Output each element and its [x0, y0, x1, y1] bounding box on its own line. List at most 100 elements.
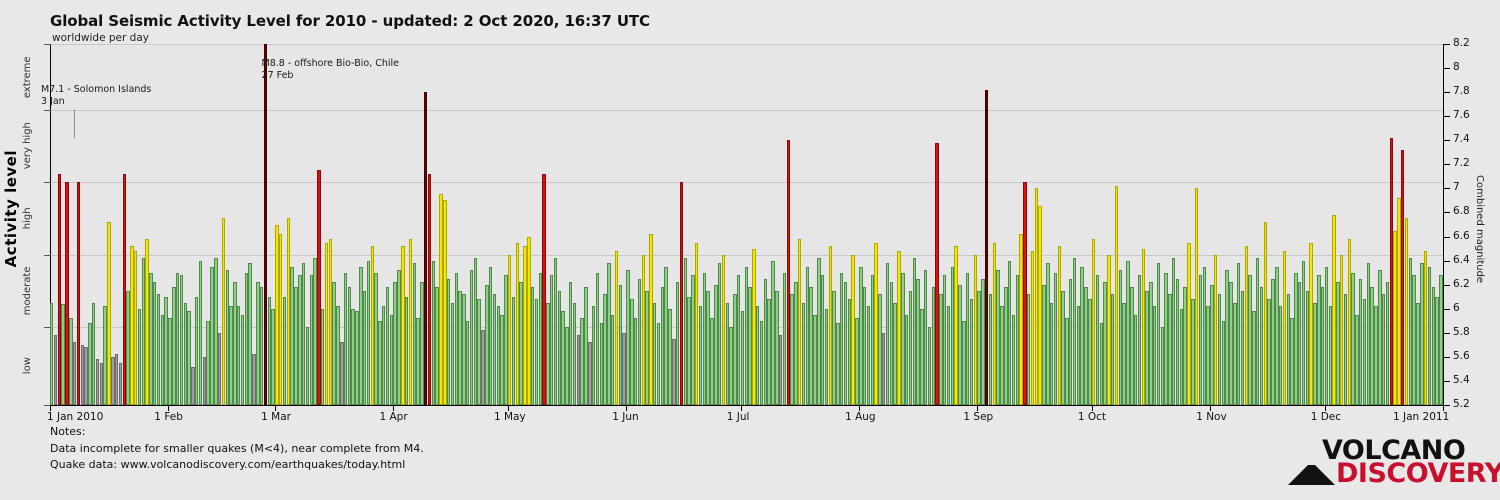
bar-day-289: [1149, 282, 1153, 405]
bar-day-324: [1282, 250, 1287, 405]
bar-day-110: [465, 320, 470, 405]
annotation-1: M7.1 - Solomon Islands 3 Jan: [41, 84, 151, 108]
bar-day-249: [996, 270, 1000, 405]
bar-day-48: [229, 306, 233, 405]
bar-day-136: [565, 326, 569, 405]
y-axis-left-title: Activity level: [2, 150, 20, 268]
bar-day-224: [901, 272, 905, 405]
bar-day-32: [168, 318, 172, 405]
bar-day-86: [374, 272, 378, 405]
bar-day-44: [214, 258, 218, 405]
bar-day-326: [1290, 318, 1294, 405]
bar-day-124: [519, 282, 523, 405]
bar-day-26: [145, 238, 149, 405]
bar-day-23: [133, 250, 138, 405]
y-axis-right-tick: [1443, 44, 1450, 45]
bar-day-59: [271, 308, 275, 405]
y-axis-right-label: 6: [1453, 301, 1460, 314]
bar-day-361: [1423, 250, 1428, 405]
bar-day-270: [1076, 306, 1081, 405]
bar-day-229: [920, 308, 924, 405]
bar-day-106: [450, 302, 455, 405]
bar-day-37: [187, 311, 191, 405]
gridline: [50, 110, 1443, 111]
bar-day-33: [172, 287, 176, 405]
bar-day-27: [149, 272, 153, 405]
bar-day-180: [733, 294, 737, 405]
bar-day-118: [496, 306, 500, 405]
y-axis-right-tick: [1443, 237, 1450, 238]
bar-day-87: [378, 320, 382, 405]
bar-day-279: [1110, 294, 1115, 405]
bar-day-262: [1046, 263, 1050, 405]
bar-day-293: [1164, 272, 1168, 405]
bar-day-112: [473, 258, 478, 405]
bar-day-13: [95, 359, 100, 405]
y-axis-right-label: 7.8: [1453, 85, 1470, 98]
logo-text-volcano: VOLCANO: [1322, 435, 1466, 466]
bar-day-79: [347, 287, 352, 405]
bar-day-336: [1328, 306, 1332, 405]
bar-day-234: [939, 294, 943, 405]
bar-day-285: [1133, 314, 1138, 405]
bar-day-213: [859, 266, 863, 405]
bar-day-168: [687, 296, 691, 405]
bar-day-328: [1297, 282, 1302, 405]
bar-day-67: [301, 263, 306, 405]
bar-day-72: [320, 308, 325, 405]
bar-day-20: [122, 173, 126, 405]
bar-day-253: [1011, 314, 1016, 405]
bar-day-49: [233, 282, 237, 405]
bar-day-55: [256, 282, 260, 405]
bar-day-290: [1152, 306, 1157, 405]
x-axis-label: 1 Jan 2010: [47, 411, 104, 423]
volcano-discovery-logo[interactable]: VOLCANO DISCOVERY: [1288, 435, 1500, 487]
bar-day-4: [61, 303, 65, 405]
bar-day-119: [500, 314, 504, 405]
bar-day-308: [1221, 320, 1226, 405]
bar-day-115: [485, 284, 489, 405]
bar-day-303: [1202, 266, 1207, 405]
x-axis-label: 1 Feb: [154, 411, 183, 423]
bar-day-51: [240, 314, 245, 405]
bar-day-238: [954, 246, 958, 405]
x-axis-tick: [626, 400, 627, 411]
bar-day-82: [359, 266, 363, 405]
bar-day-230: [923, 270, 928, 405]
bar-day-288: [1145, 290, 1149, 405]
bar-day-181: [736, 275, 741, 405]
bar-day-117: [492, 294, 497, 405]
bar-day-261: [1042, 284, 1046, 405]
bar-day-277: [1103, 282, 1107, 405]
bar-day-244: [977, 290, 981, 405]
bar-day-130: [542, 173, 546, 405]
bar-day-6: [69, 318, 73, 405]
bar-day-96: [412, 263, 416, 405]
bar-day-247: [988, 294, 993, 405]
volcano-silhouette-icon: [1288, 465, 1335, 485]
x-axis-tick: [1092, 400, 1093, 411]
bar-day-25: [141, 258, 146, 405]
bar-day-159: [652, 302, 657, 405]
bar-day-22: [130, 246, 134, 405]
bar-day-83: [362, 290, 367, 405]
y-axis-right-label: 6.2: [1453, 277, 1470, 290]
bar-day-63: [286, 218, 291, 405]
bar-day-2: [53, 335, 58, 405]
bar-day-97: [416, 318, 420, 405]
bar-day-133: [553, 258, 558, 405]
bar-day-153: [630, 299, 634, 405]
x-axis-label: 1 Jul: [726, 411, 750, 423]
x-axis-label: 1 Dec: [1310, 411, 1342, 423]
bar-day-246: [985, 89, 989, 405]
bar-day-66: [298, 275, 302, 405]
bar-day-250: [1000, 306, 1004, 405]
bar-day-304: [1206, 306, 1210, 405]
bar-day-134: [557, 290, 562, 405]
y-axis-right-label: 6.4: [1453, 253, 1470, 266]
bar-day-160: [656, 323, 661, 405]
y-axis-right-label: 5.6: [1453, 349, 1470, 362]
bar-day-204: [824, 308, 829, 405]
bar-day-218: [878, 294, 882, 405]
bar-day-215: [866, 306, 871, 405]
